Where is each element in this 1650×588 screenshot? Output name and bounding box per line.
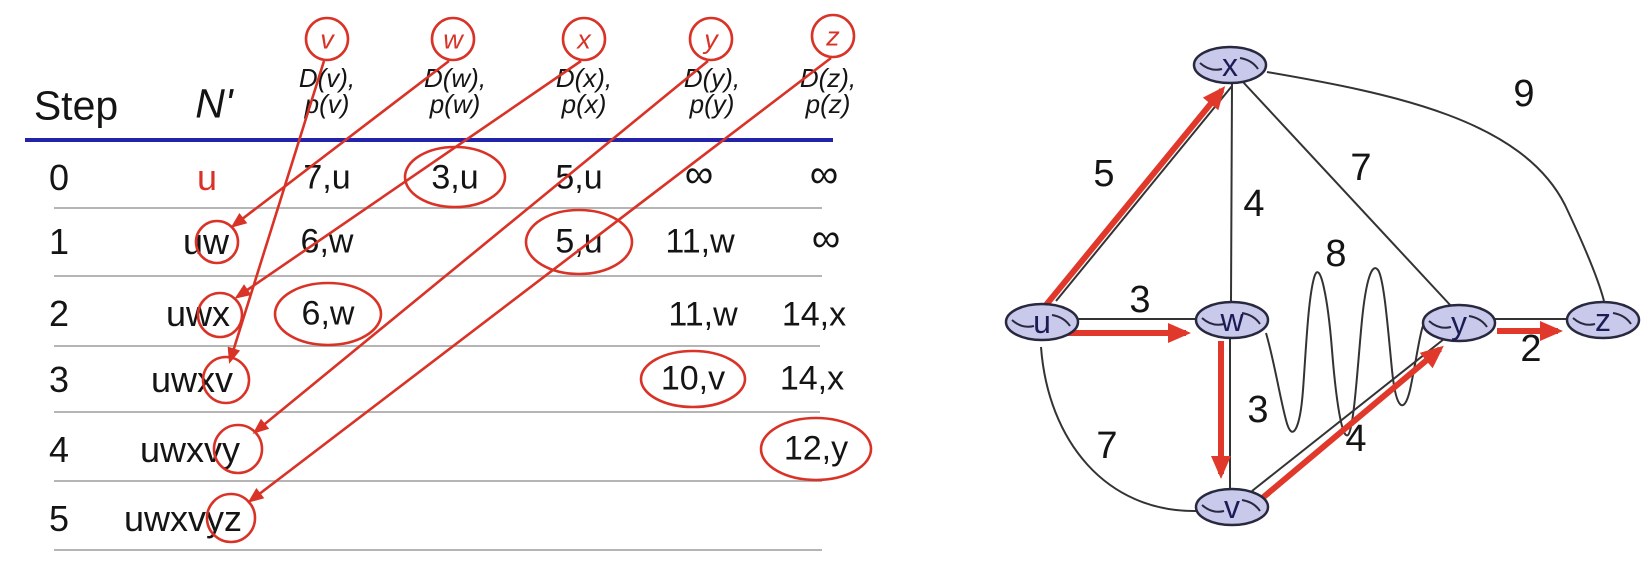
router-disk-marks xyxy=(1201,499,1261,513)
router-disk-marks xyxy=(1201,312,1261,326)
cell-dz-3: 14,x xyxy=(779,359,845,398)
node-z: z xyxy=(1565,300,1641,340)
nprime-3: uwxv xyxy=(150,359,234,400)
cell-dv-1: 6,w xyxy=(300,222,354,261)
node-label-u: u xyxy=(1033,304,1051,340)
router-disk-marks xyxy=(1572,312,1632,326)
table-step-header: Step xyxy=(33,82,119,129)
weight-y-z: 2 xyxy=(1520,328,1541,370)
cell-dz-0: ∞ xyxy=(809,152,839,197)
cell-dx-1: 5,u xyxy=(555,222,603,261)
arrow-x-to-step2 xyxy=(234,59,582,299)
step-5: 5 xyxy=(48,498,70,539)
node-label-v: v xyxy=(1224,489,1240,525)
step-4: 4 xyxy=(48,429,70,470)
col-header-pw: p(w) xyxy=(429,89,481,119)
weight-x-z: 9 xyxy=(1513,73,1534,115)
node-label-x: x xyxy=(1222,47,1238,83)
router-disk-marks xyxy=(1199,57,1259,71)
nprime-5: uwxvyz xyxy=(123,498,243,539)
nprime-4: uwxvy xyxy=(139,429,241,470)
cell-dv-2: 6,w xyxy=(301,294,355,333)
step-3: 3 xyxy=(48,359,70,400)
cell-dw-0: 3,u xyxy=(431,158,479,197)
weight-w-y: 8 xyxy=(1325,233,1346,275)
col-header-pv: p(v) xyxy=(304,89,350,119)
col-header-px: p(x) xyxy=(561,89,607,119)
col-header-dw: D(w), xyxy=(423,63,487,93)
graph-nodes: x u w y z xyxy=(1004,45,1641,527)
col-node-x: x xyxy=(577,24,591,55)
col-node-w: w xyxy=(443,24,463,55)
weight-u-v: 7 xyxy=(1096,425,1117,467)
cell-dy-2: 11,w xyxy=(668,295,738,334)
cell-dz-1: ∞ xyxy=(811,216,841,261)
weight-u-w: 3 xyxy=(1129,279,1150,321)
col-header-pz: p(z) xyxy=(805,89,851,119)
cell-dx-0: 5,u xyxy=(555,158,603,197)
node-label-z: z xyxy=(1595,302,1611,338)
weight-v-y: 4 xyxy=(1345,418,1366,460)
nprime-1: uw xyxy=(182,221,230,262)
edge-v-y xyxy=(1251,338,1445,492)
path-arrow-v-y xyxy=(1258,345,1444,503)
cell-dy-3: 10,v xyxy=(660,359,726,398)
table-nprime-header: N' xyxy=(195,80,233,127)
col-header-dx: D(x), xyxy=(555,63,613,93)
edge-u-v xyxy=(1040,346,1197,513)
node-u: u xyxy=(1004,302,1080,342)
edge-x-z xyxy=(1266,71,1605,302)
col-node-y: y xyxy=(704,24,718,55)
col-node-z: z xyxy=(826,21,840,52)
col-header-dy: D(y), xyxy=(683,63,741,93)
edge-w-y-squiggle xyxy=(1265,267,1424,437)
weight-x-y: 7 xyxy=(1350,147,1371,189)
node-v: v xyxy=(1194,487,1270,527)
node-w: w xyxy=(1194,300,1270,340)
nprime-0: u xyxy=(196,157,218,198)
step-1: 1 xyxy=(48,221,70,262)
node-y: y xyxy=(1421,303,1497,343)
step-2: 2 xyxy=(48,293,70,334)
cell-dz-4: 12,y xyxy=(783,429,849,468)
edge-u-x xyxy=(1055,85,1233,302)
step-0: 0 xyxy=(48,157,70,198)
router-disk-marks xyxy=(1011,314,1071,328)
edge-x-y xyxy=(1242,81,1453,308)
cell-dz-2: 14,x xyxy=(781,295,847,334)
node-label-y: y xyxy=(1451,305,1467,341)
col-header-py: p(y) xyxy=(689,89,735,119)
nprime-2: uwx xyxy=(165,293,231,334)
node-label-w: w xyxy=(1219,302,1244,338)
node-x: x xyxy=(1192,45,1268,85)
col-header-dv: D(v), xyxy=(298,63,356,93)
router-disk-marks xyxy=(1428,315,1488,329)
weight-w-v: 3 xyxy=(1247,389,1268,431)
arrow-z-to-step5 xyxy=(247,56,832,503)
weight-x-w: 4 xyxy=(1243,183,1264,225)
col-header-dz: D(z), xyxy=(799,63,857,93)
cell-dv-0: 7,u xyxy=(303,158,351,197)
col-node-v: v xyxy=(320,24,334,55)
path-arrow-u-x xyxy=(1043,86,1226,307)
weight-u-x: 5 xyxy=(1093,153,1114,195)
cell-dy-0: ∞ xyxy=(684,152,714,197)
edge-x-w xyxy=(1230,83,1233,302)
cell-dy-1: 11,w xyxy=(665,222,735,261)
edge-weights: 5 3 7 4 7 9 8 3 4 2 xyxy=(1093,73,1541,467)
